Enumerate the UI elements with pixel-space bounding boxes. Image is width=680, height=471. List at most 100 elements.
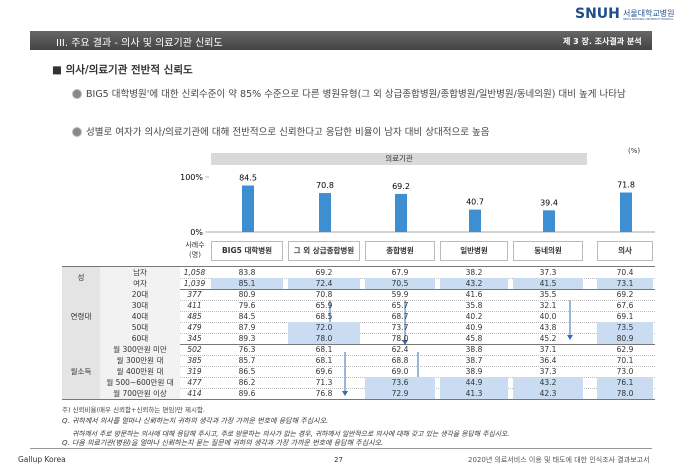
table-cell: 42.3	[513, 388, 583, 399]
table-cell: 67.6	[616, 301, 634, 310]
table-cell: 38.7	[465, 356, 483, 365]
column-header: BIG5 대학병원	[211, 241, 283, 261]
bar	[319, 193, 331, 232]
column-header: 일반병원	[440, 241, 508, 261]
table-cell: 59.9	[391, 290, 409, 299]
bar	[543, 210, 555, 232]
row-n: 414	[187, 389, 202, 398]
table-cell: 37.3	[539, 268, 557, 277]
row-label: 40대	[100, 311, 180, 322]
row-rule	[100, 333, 655, 334]
group-cell: 성	[62, 267, 100, 289]
bullet-icon	[72, 89, 82, 99]
table-cell: 78.0	[597, 388, 653, 399]
group-rule	[62, 344, 655, 345]
row-n: 485	[187, 312, 202, 321]
row-n: 479	[187, 323, 202, 332]
table-cell: 35.5	[539, 290, 557, 299]
table-cell: 41.5	[513, 278, 583, 289]
table-cell: 37.1	[539, 345, 557, 354]
banner	[30, 31, 652, 50]
logo-sub: SEOUL NATIONAL UNIVERSITY HOSPITAL	[623, 18, 674, 21]
row-label: 월 500~600만원 대	[100, 377, 180, 388]
table-cell: 76.1	[597, 377, 653, 388]
table-cell: 68.8	[391, 356, 409, 365]
table-cell: 73.1	[597, 278, 653, 289]
table-cell: 68.1	[315, 345, 333, 354]
table-cell: 37.3	[539, 367, 557, 376]
value-label: 84.5	[239, 174, 257, 183]
table-cell: 73.7	[391, 323, 409, 332]
table-cell: 76.3	[238, 345, 256, 354]
row-label: 여자	[100, 278, 180, 289]
table-cell: 43.2	[440, 278, 508, 289]
table-cell: 80.9	[597, 333, 653, 344]
group-rule	[62, 289, 655, 290]
row-label: 60대	[100, 333, 180, 344]
table-cell: 38.2	[465, 268, 483, 277]
bullet-text: BIG5 대학병원'에 대한 신뢰수준이 약 85% 수준으로 다른 병원유형(…	[86, 89, 626, 100]
table-cell: 68.5	[315, 312, 333, 321]
table-cell: 70.1	[616, 356, 634, 365]
table-cell: 68.1	[315, 356, 333, 365]
n-header: 사례수 (명)	[185, 241, 205, 259]
table-cell: 87.9	[238, 323, 256, 332]
table-cell: 45.8	[465, 334, 483, 343]
row-label: 50대	[100, 322, 180, 333]
table-cell: 38.8	[465, 345, 483, 354]
footer-left: Gallup Korea	[18, 455, 66, 464]
table-cell: 72.0	[288, 322, 360, 333]
bar	[469, 209, 481, 232]
table-cell: 35.8	[465, 301, 483, 310]
table-cell: 69.2	[616, 290, 634, 299]
group-header: 의료기관	[211, 153, 587, 165]
value-label: 69.2	[392, 182, 410, 191]
table-cell: 84.5	[238, 312, 256, 321]
table-cell: 68.7	[391, 312, 409, 321]
note: Q. 다음 의료기관(병원)을 얼마나 신뢰하는지 묻는 질문에 귀하의 생각과…	[62, 439, 384, 447]
footer-right: 2020년 의료서비스 이용 및 태도에 대한 인식조사 결과보고서	[468, 456, 650, 464]
row-n: 411	[187, 301, 202, 310]
row-rule	[100, 300, 655, 301]
table-cell: 36.4	[539, 356, 557, 365]
column-header: 동네의원	[513, 241, 583, 261]
table-cell: 62.9	[616, 345, 634, 354]
row-rule	[100, 322, 655, 323]
note: 주) 신뢰비율(매우 신뢰함+신뢰하는 편임)만 제시함.	[62, 406, 205, 414]
y-tick-label: 0%	[190, 228, 203, 237]
table-cell: 73.0	[616, 367, 634, 376]
table-cell: 86.5	[238, 367, 256, 376]
column-header: 그 외 상급종합병원	[288, 241, 360, 261]
bar	[395, 193, 407, 232]
table-cell: 41.3	[440, 388, 508, 399]
row-n: 319	[187, 367, 202, 376]
table-cell: 40.2	[465, 312, 483, 321]
table-cell: 40.0	[539, 312, 557, 321]
table-cell: 69.1	[616, 312, 634, 321]
table-cell: 69.0	[391, 367, 409, 376]
value-label: 71.8	[617, 181, 635, 190]
row-label: 월 300만원 미만	[100, 344, 180, 355]
row-rule	[100, 355, 655, 356]
note: Q. 귀하께서 의사를 얼마나 신뢰하는지 귀하의 생각과 가장 가까운 번호에…	[62, 417, 329, 425]
row-label: 월 300만원 대	[100, 355, 180, 366]
table-cell: 70.4	[616, 268, 634, 277]
table-cell: 85.1	[211, 278, 283, 289]
chapter: 제 3 장. 조사결과 분석	[563, 37, 642, 46]
row-label: 30대	[100, 300, 180, 311]
table-cell: 69.2	[315, 268, 333, 277]
table-cell: 72.4	[288, 278, 360, 289]
row-n: 1,058	[183, 268, 206, 277]
column-header: 의사	[597, 241, 653, 261]
table-cell: 67.9	[391, 268, 409, 277]
table-cell: 40.9	[465, 323, 483, 332]
row-n: 1,039	[183, 279, 206, 288]
row-label: 남자	[100, 267, 180, 278]
table-cell: 73.5	[597, 322, 653, 333]
unit: (%)	[628, 147, 641, 155]
row-n: 377	[187, 290, 202, 299]
bullet-icon	[72, 127, 82, 137]
row-n: 345	[187, 334, 202, 343]
table-cell: 76.8	[315, 389, 333, 398]
